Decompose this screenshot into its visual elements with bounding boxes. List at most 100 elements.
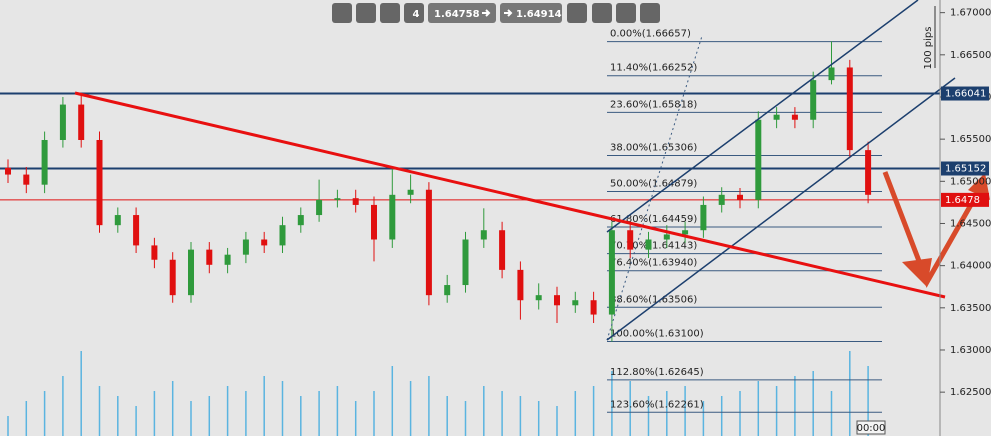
settings-button[interactable] [592,3,612,23]
fib-label: 100.00%(1.63100) [610,329,704,340]
candle-body [517,269,524,301]
candle-body [96,139,103,226]
candle-body [773,114,780,120]
fib-label: 76.40%(1.63940) [610,258,697,269]
arrow-icon [504,9,513,17]
y-tick-label: 1.63500 [950,303,991,314]
ask-button[interactable] [500,3,562,23]
candle-body [846,67,853,151]
timeframe-label: 4 [413,9,420,20]
candle-body [407,189,414,195]
price-axis: 1.670001.665001.660001.655001.650001.645… [940,8,991,398]
y-tick-label: 1.65500 [950,134,991,145]
arrow-head [902,258,932,287]
candle-body [59,104,66,140]
candle-body [242,239,249,255]
candle-body [425,189,432,296]
candle-body [663,234,670,240]
candle-body [755,119,762,200]
fib-label: 0.00%(1.66657) [610,29,691,40]
fib-label: 23.60%(1.65818) [610,99,697,110]
candle-body [791,114,798,120]
candle-body [316,199,323,216]
candle-body [261,239,268,246]
arrow-icon [482,9,491,17]
fib-label: 38.00%(1.65306) [610,143,697,154]
levels-layer [0,92,940,201]
fib-label: 11.40%(1.66252) [610,63,697,74]
indicator-button[interactable] [616,3,636,23]
candle-body [297,215,304,226]
channel-line [606,77,956,341]
zoom-button[interactable] [332,3,352,23]
candle-body [590,300,597,315]
time-box [856,420,886,435]
chart-type-button[interactable] [380,3,400,23]
candle-body [535,295,542,301]
candle-body [389,194,396,240]
candle-body [737,194,743,200]
candle-body [627,230,634,250]
candle-body [224,254,231,265]
fib-label: 61.80%(1.64459) [610,214,697,225]
time-label: 00:00 [857,423,886,434]
candle-body [133,215,140,246]
y-tick-label: 1.62500 [950,387,991,398]
level-box [941,161,989,176]
candle-body [462,239,469,286]
y-tick-label: 1.64000 [950,261,991,272]
fib-label: 112.80%(1.62645) [610,367,704,378]
grid-button[interactable] [567,3,587,23]
fib-label: 123.60%(1.62261) [610,399,704,410]
save-button[interactable] [640,3,660,23]
candle-body [554,295,560,306]
level-label: 1.65152 [945,163,986,174]
candle-body [206,249,213,265]
fibonacci-layer: 0.00%(1.66657) 11.40%(1.66252) 23.60%(1.65… [607,29,882,413]
candle-body [682,230,689,235]
candle-body [23,174,30,185]
candle-body [572,300,579,306]
y-tick-label: 1.65000 [950,176,991,187]
candle-body [718,194,725,205]
candle-body [114,215,121,226]
candle-body [41,139,48,185]
bid-button[interactable] [428,3,496,23]
volume-layer [7,351,869,436]
fib-label: 50.00%(1.64879) [610,179,697,190]
candles-layer [5,41,872,342]
tools-button[interactable] [356,3,376,23]
drawings [74,0,990,341]
fib-label: 88.60%(1.63506) [610,294,697,305]
y-tick-label: 1.64500 [950,218,991,229]
fib-anchor-line [606,35,703,341]
y-tick-label: 1.67000 [950,8,991,19]
candle-body [828,67,835,81]
y-tick-label: 1.66500 [950,50,991,61]
pips-label: 100 pips [923,27,934,70]
candle-body [608,230,615,315]
fib-label: 70.70%(1.64143) [610,241,697,252]
candle-body [169,259,176,296]
candle-body [78,104,85,140]
level-label: 1.66041 [945,89,986,100]
candle-body [371,204,377,240]
y-tick-label: 1.63000 [950,345,991,356]
level-label: 1.6478 [945,195,980,206]
candle-body [5,167,11,175]
trend-line [74,91,946,299]
candle-body [865,150,872,195]
pips-marker: 100 pips [923,6,936,70]
level-box [941,192,989,207]
level-box [941,86,989,101]
candle-body [188,249,194,296]
candle-body [645,239,652,250]
candle-body [480,230,487,240]
channel-line [606,0,919,233]
candle-body [444,285,451,296]
timeframe-button[interactable] [404,3,424,23]
ask-label: 1.64914 [516,9,562,20]
